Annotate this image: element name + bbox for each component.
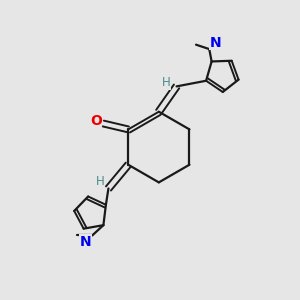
Text: N: N — [80, 235, 92, 249]
Text: H: H — [162, 76, 171, 89]
Text: N: N — [210, 36, 222, 50]
Text: O: O — [90, 114, 102, 128]
Text: H: H — [95, 175, 104, 188]
